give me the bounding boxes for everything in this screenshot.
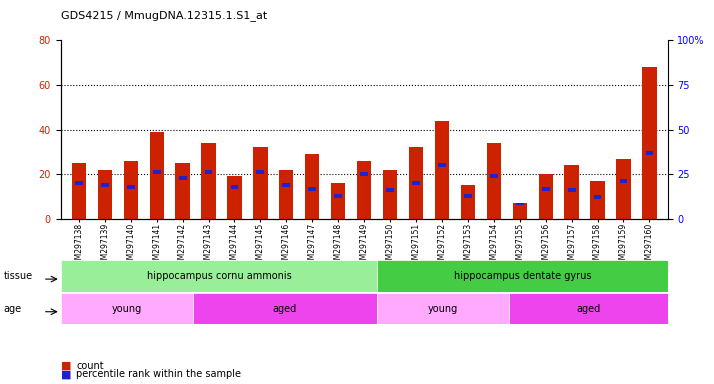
Bar xyxy=(383,170,397,219)
Bar xyxy=(61,293,193,324)
Bar xyxy=(149,132,164,219)
Bar xyxy=(193,293,377,324)
Bar xyxy=(464,194,472,198)
Text: ■: ■ xyxy=(61,369,71,379)
Text: aged: aged xyxy=(576,303,600,314)
Bar xyxy=(461,185,475,219)
Bar xyxy=(253,147,268,219)
Bar xyxy=(334,194,342,198)
Bar xyxy=(98,170,112,219)
Bar xyxy=(412,181,420,185)
Bar xyxy=(227,177,241,219)
Bar xyxy=(542,187,550,190)
Bar xyxy=(176,163,190,219)
Bar xyxy=(178,176,186,180)
Bar xyxy=(435,121,449,219)
Text: age: age xyxy=(4,303,21,314)
Bar xyxy=(279,170,293,219)
Bar xyxy=(205,170,213,174)
Bar xyxy=(438,163,446,167)
Text: hippocampus cornu ammonis: hippocampus cornu ammonis xyxy=(146,271,291,281)
Bar xyxy=(331,183,346,219)
Bar xyxy=(513,203,527,219)
Text: hippocampus dentate gyrus: hippocampus dentate gyrus xyxy=(453,271,591,281)
Bar xyxy=(643,67,657,219)
Bar xyxy=(231,185,238,189)
Bar xyxy=(509,293,668,324)
Bar xyxy=(590,181,605,219)
Bar xyxy=(357,161,371,219)
Bar xyxy=(487,143,501,219)
Bar xyxy=(616,159,630,219)
Bar xyxy=(305,154,319,219)
Bar xyxy=(61,260,377,292)
Bar xyxy=(124,161,138,219)
Bar xyxy=(256,170,264,174)
Bar xyxy=(645,151,653,155)
Text: percentile rank within the sample: percentile rank within the sample xyxy=(76,369,241,379)
Bar xyxy=(516,203,523,205)
Bar xyxy=(538,174,553,219)
Bar xyxy=(377,260,668,292)
Bar xyxy=(101,183,109,187)
Bar xyxy=(593,195,601,199)
Text: count: count xyxy=(76,361,104,371)
Text: tissue: tissue xyxy=(4,271,33,281)
Bar xyxy=(490,174,498,178)
Text: young: young xyxy=(428,303,458,314)
Bar xyxy=(409,147,423,219)
Text: GDS4215 / MmugDNA.12315.1.S1_at: GDS4215 / MmugDNA.12315.1.S1_at xyxy=(61,10,267,21)
Bar xyxy=(283,183,291,187)
Bar xyxy=(386,188,394,192)
Text: young: young xyxy=(111,303,142,314)
Bar xyxy=(377,293,509,324)
Bar xyxy=(127,185,135,189)
Text: ■: ■ xyxy=(61,361,71,371)
Bar xyxy=(71,163,86,219)
Bar xyxy=(361,172,368,176)
Bar xyxy=(568,188,575,192)
Bar xyxy=(308,187,316,190)
Bar xyxy=(565,165,579,219)
Bar xyxy=(201,143,216,219)
Bar xyxy=(620,179,628,184)
Text: aged: aged xyxy=(273,303,297,314)
Bar xyxy=(153,170,161,174)
Bar xyxy=(75,181,83,185)
